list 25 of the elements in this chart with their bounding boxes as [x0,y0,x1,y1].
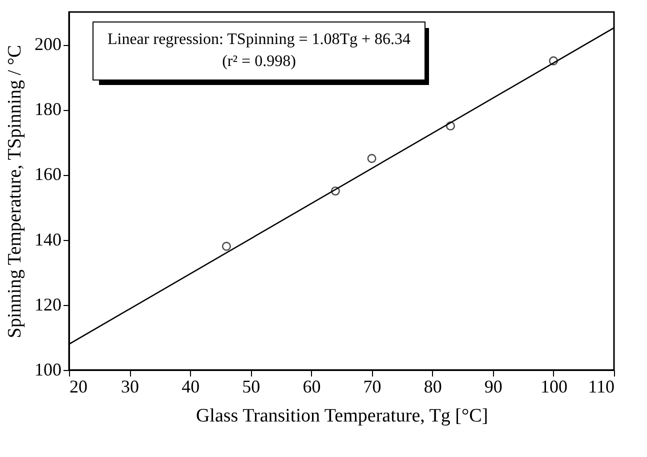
x-tick-label: 40 [182,376,200,396]
annotation: Linear regression: TSpinning = 1.08Tg + 86.34 [107,31,411,48]
x-tick-label: 80 [424,376,442,396]
x-tick-label: 110 [588,376,614,396]
x-tick-label: 20 [70,376,88,396]
y-tick-label: 100 [34,360,62,380]
point [222,242,231,251]
point [330,186,340,196]
point [367,154,376,163]
x-tick-label: 70 [363,376,382,396]
x-tick-label: 60 [302,376,321,396]
y-tick-label: 160 [34,164,62,184]
x-tick-label: 100 [540,376,568,396]
y-axis-title: Spinning Temperature, TSpinning / °C [4,44,26,338]
y-tick-label: 140 [34,229,62,250]
x-tick-label: 90 [484,376,502,396]
y-tick-label: 120 [34,294,62,314]
y-tick-label: 180 [34,99,62,120]
x-tick-label: 30 [121,376,140,396]
y-tick-label: 200 [34,34,62,54]
x-axis-title: Glass Transition Temperature, Tg [°C] [196,406,488,426]
point [446,121,456,130]
x-tick-label: 50 [242,376,260,396]
point [548,56,558,66]
annotation: (r² = 0.998) [222,53,296,70]
